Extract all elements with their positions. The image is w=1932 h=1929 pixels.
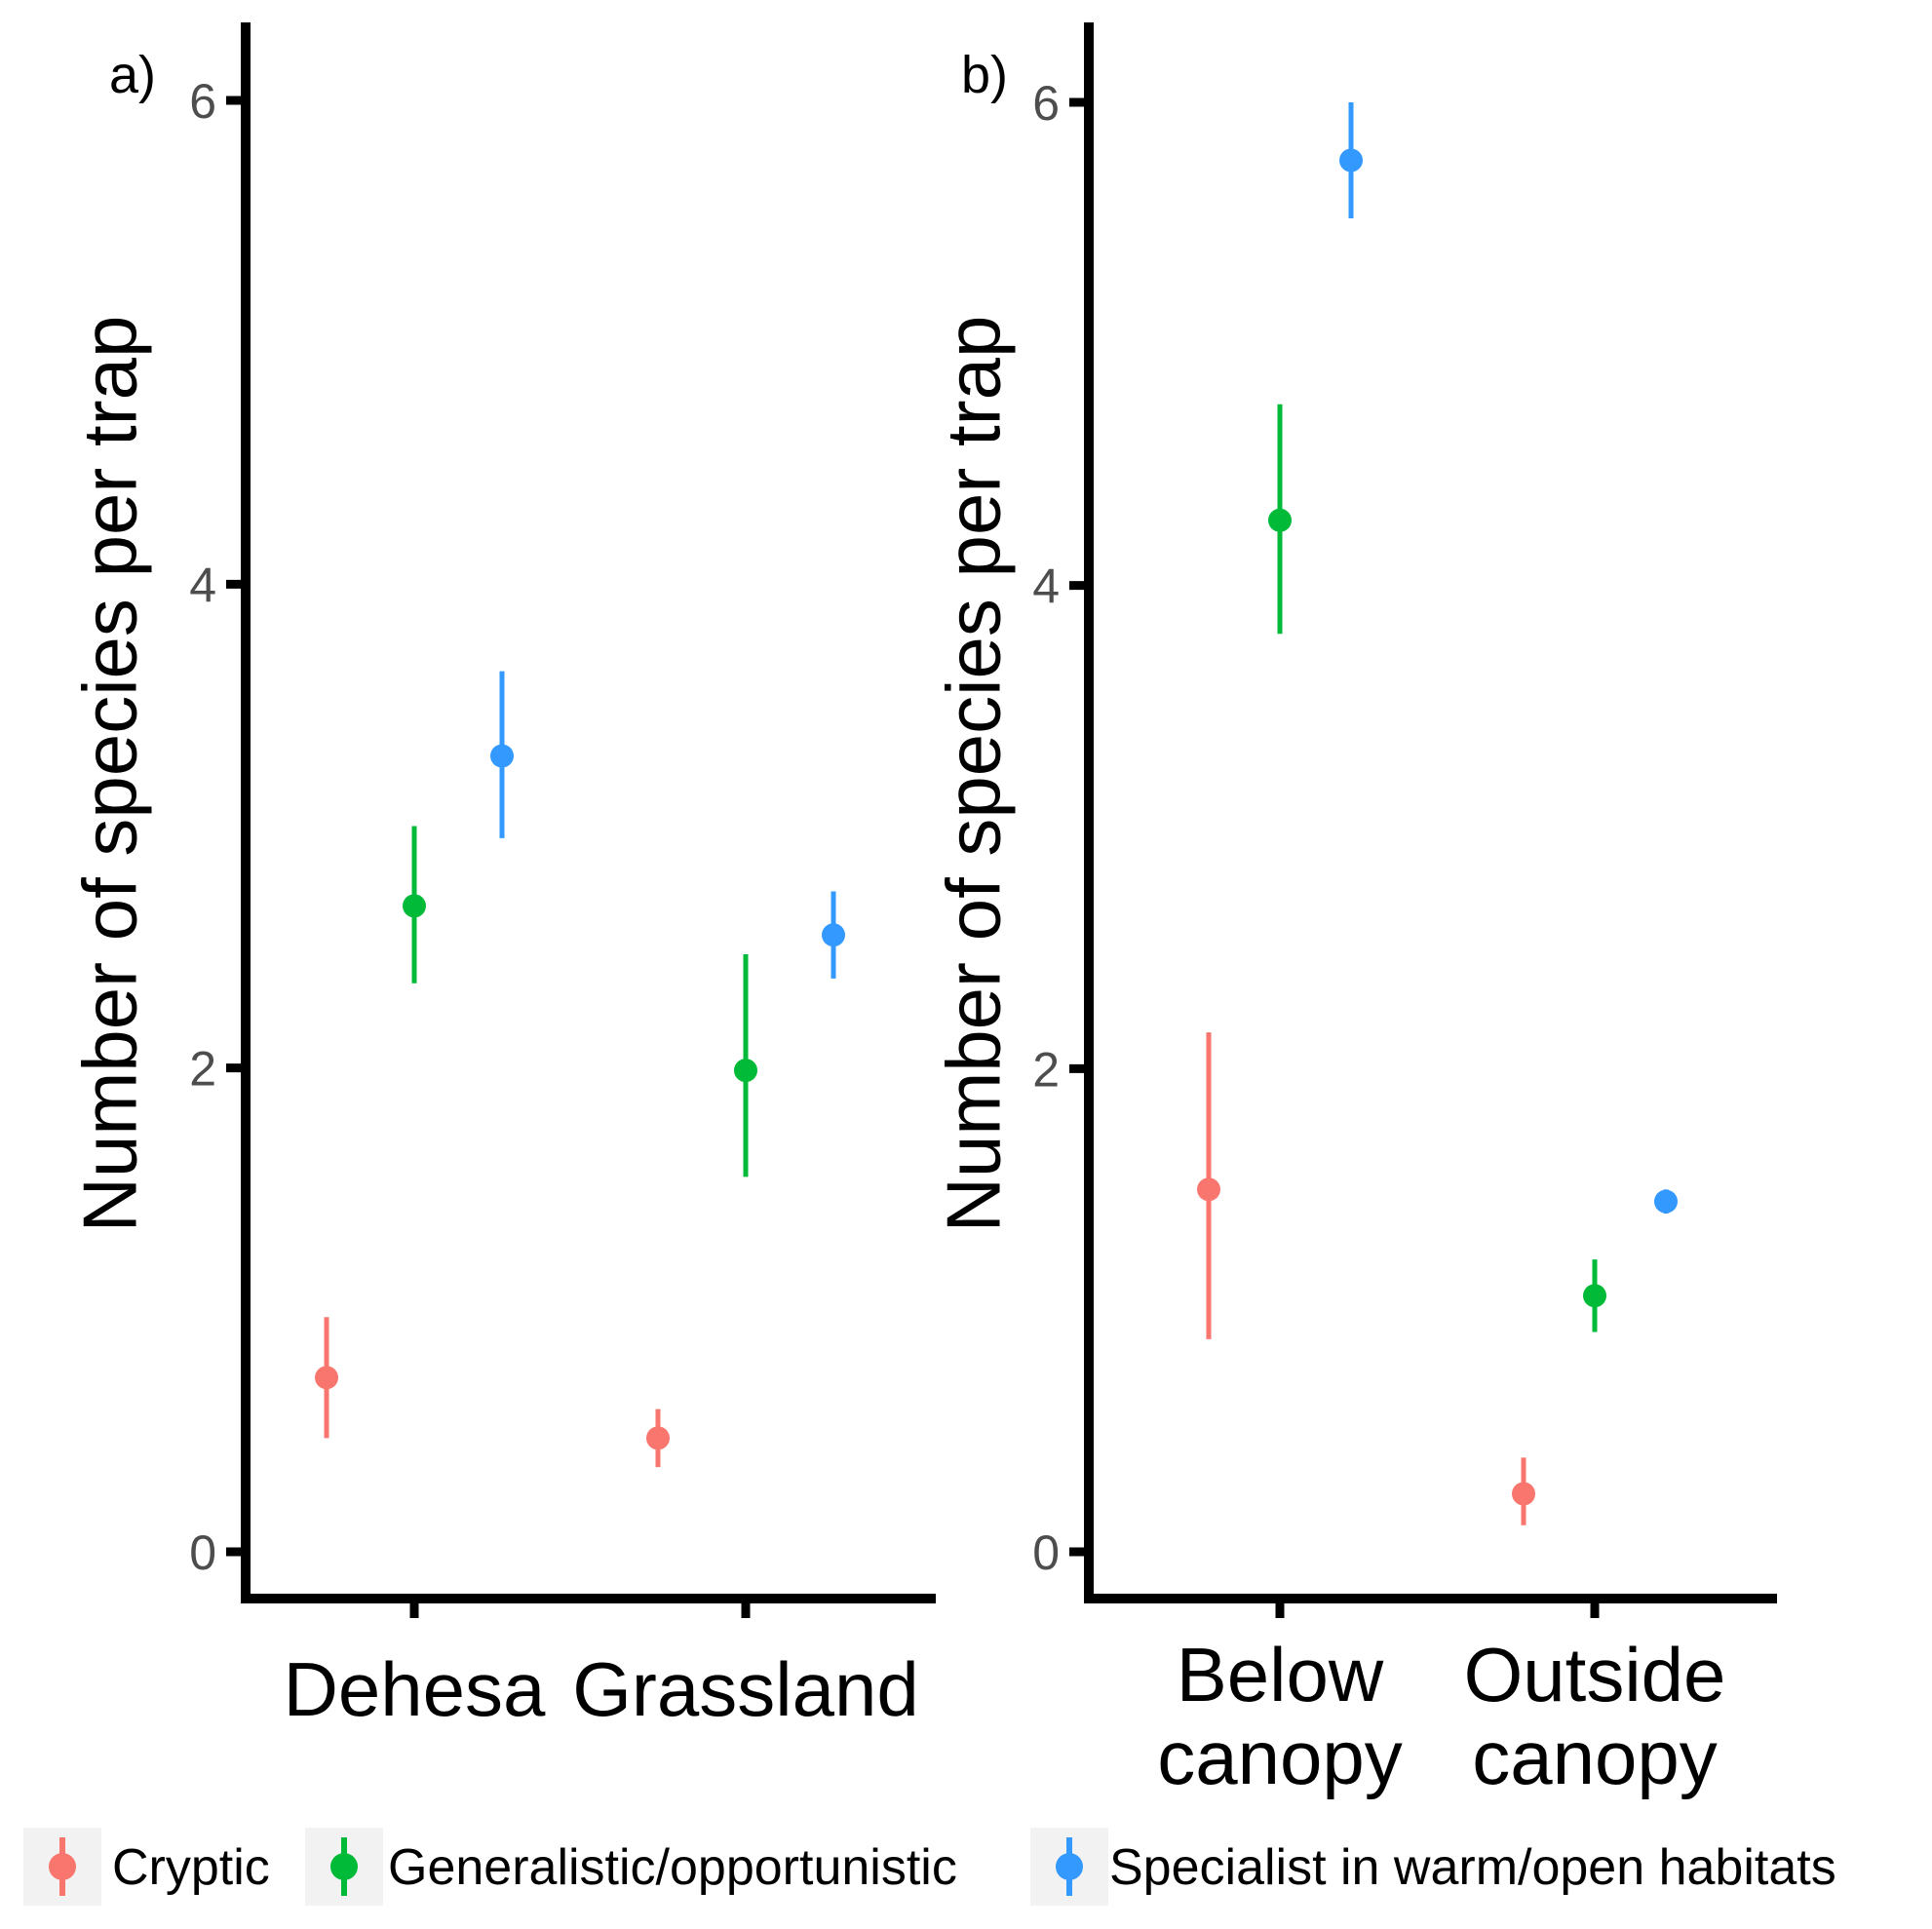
y-tick-label: 2 [189,1042,216,1097]
point-cryptic-dehesa [315,1366,338,1390]
legend-label-specialist-in-warm-open-habitats: Specialist in warm/open habitats [1109,1839,1836,1896]
point-cryptic-below-canopy [1197,1177,1220,1202]
y-tick-label: 0 [189,1525,216,1580]
y-axis-title: Number of species per trap [930,316,1016,1233]
panel-a: 0 2 4 6 Dehesa Grassland Number of species per… [66,22,936,1732]
y-tick-label: 4 [1032,559,1060,614]
point-generalistic-opportunistic-below-canopy [1268,508,1292,532]
x-tick-label-grassland: Grassland [572,1646,919,1732]
legend-key-specialist-in-warm-open-habitats [1030,1828,1108,1906]
x-tick-label-canopy: canopy [1157,1715,1403,1800]
point-specialist-in-warm-open-habitats-outside-canopy [1654,1189,1678,1214]
point-generalistic-opportunistic-grassland [734,1059,757,1083]
point-cryptic-outside-canopy [1512,1482,1535,1506]
legend-key-cryptic [23,1828,101,1906]
x-tick-label-canopy: canopy [1472,1715,1718,1800]
legend-label-generalistic-opportunistic: Generalistic/opportunistic [388,1839,957,1896]
y-tick-label: 6 [1032,76,1060,131]
y-tick-label: 4 [189,558,216,612]
x-tick-label-below: Below [1177,1632,1384,1717]
legend-key-point [1056,1853,1083,1880]
y-tick-label: 2 [1032,1042,1060,1097]
point-specialist-in-warm-open-habitats-dehesa [490,744,514,768]
x-tick-label-dehesa: Dehesa [284,1646,546,1732]
legend-key-generalistic-opportunistic [305,1828,383,1906]
y-tick-label: 6 [189,74,216,129]
legend-key-point [330,1853,358,1880]
legend-key-point [49,1853,76,1880]
point-cryptic-grassland [646,1426,670,1450]
x-tick-label-outside: Outside [1464,1632,1726,1717]
y-tick-label: 0 [1032,1525,1060,1580]
panel-label: b) [961,46,1008,104]
point-specialist-in-warm-open-habitats-grassland [822,923,845,947]
panel-label: a) [109,46,156,104]
point-generalistic-opportunistic-dehesa [403,894,426,918]
point-generalistic-opportunistic-outside-canopy [1583,1284,1606,1308]
point-specialist-in-warm-open-habitats-below-canopy [1339,148,1363,173]
y-axis-title: Number of species per trap [66,316,152,1233]
legend: Cryptic Generalistic/opportunistic Special… [23,1828,1836,1906]
legend-label-cryptic: Cryptic [112,1839,270,1896]
